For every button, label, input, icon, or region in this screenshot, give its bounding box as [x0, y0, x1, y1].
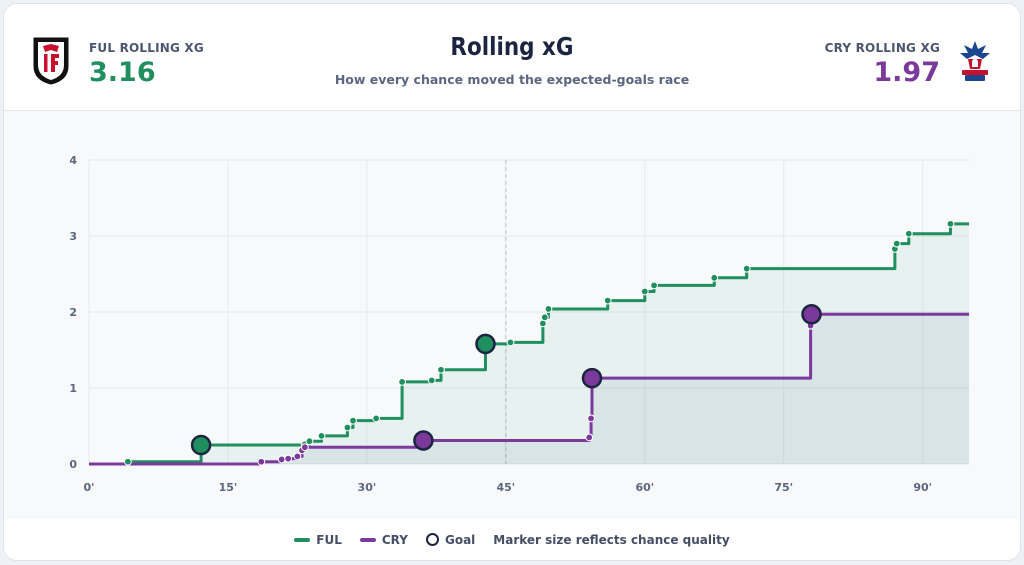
cry-shot-marker — [277, 455, 286, 464]
cry-goal-marker — [581, 367, 603, 389]
legend-label-goal: Goal — [444, 532, 476, 547]
home-rolling-xg-label: FUL ROLLING XG — [89, 41, 204, 55]
cry-shot-marker — [293, 452, 302, 461]
away-rolling-xg-value: 1.97 — [873, 57, 940, 88]
legend-label-ful: FUL — [316, 532, 342, 547]
cry-shot-marker — [585, 433, 594, 442]
xg-step-chart: 0 1 2 3 4 0' 15' 30' 45' 60' 75' 90' — [69, 154, 969, 494]
legend-area: FUL CRY Goal Marker size reflects chance… — [4, 519, 1020, 560]
legend-label-cry: CRY — [381, 532, 408, 547]
ful-shot-marker — [650, 281, 658, 290]
ful-shot-marker — [892, 239, 901, 248]
ful-shot-marker — [946, 219, 955, 228]
ful-goal-marker — [475, 333, 496, 355]
area-ful — [89, 223, 969, 464]
ful-shot-marker — [343, 423, 352, 432]
legend: FUL CRY Goal Marker size reflects chance… — [4, 519, 1020, 560]
ful-shot-marker — [317, 431, 326, 440]
ful-shot-marker — [372, 414, 381, 423]
ful-shot-marker — [437, 365, 445, 374]
x-tick-label: 45' — [496, 481, 515, 494]
y-tick-label: 2 — [69, 306, 77, 319]
xg-card: FUL ROLLING XG 3.16 Rolling xG How every… — [3, 3, 1021, 561]
legend-swatch-ful — [294, 537, 311, 542]
legend-item-goal: Goal — [425, 532, 476, 547]
cry-shot-marker — [587, 414, 595, 423]
legend-item-cry[interactable]: CRY — [359, 532, 408, 547]
legend-item-ful[interactable]: FUL — [294, 533, 342, 547]
ful-shot-marker — [710, 273, 719, 282]
ful-shot-marker — [904, 229, 913, 238]
ful-shot-marker — [427, 376, 436, 385]
ful-shot-marker — [742, 264, 751, 273]
legend-note: Marker size reflects chance quality — [493, 533, 729, 547]
legend-note-text: Marker size reflects chance quality — [493, 532, 730, 547]
ful-shot-marker — [398, 378, 406, 386]
ful-shot-marker — [349, 416, 357, 425]
chart-title: Rolling xG — [450, 32, 574, 61]
ful-shot-marker — [124, 457, 132, 466]
cry-goal-marker — [801, 304, 822, 325]
y-tick-label: 1 — [69, 382, 77, 395]
goal-marker-icon — [425, 533, 439, 546]
legend-swatch-cry — [359, 537, 376, 542]
ful-shot-marker — [640, 287, 649, 296]
header: FUL ROLLING XG 3.16 Rolling xG How every… — [4, 4, 1020, 111]
home-rolling-xg-value: 3.16 — [89, 57, 156, 88]
ful-shot-marker — [305, 437, 314, 446]
away-rolling-xg-label: CRY ROLLING XG — [824, 41, 940, 55]
chart-subtitle: How every chance moved the expected-goal… — [334, 72, 690, 87]
x-tick-label: 75' — [774, 481, 793, 494]
x-tick-label: 30' — [358, 481, 377, 494]
cry-goal-marker — [413, 430, 434, 451]
crystal-palace-crest-icon — [960, 41, 990, 81]
area-cry — [89, 314, 969, 464]
x-tick-label: 60' — [635, 481, 654, 494]
fulham-crest-icon — [33, 37, 69, 85]
ful-goal-marker — [190, 434, 212, 456]
x-tick-label: 90' — [913, 481, 932, 494]
x-tick-label: 15' — [219, 481, 238, 494]
ful-shot-marker — [603, 296, 612, 305]
cry-shot-marker — [300, 443, 309, 452]
cry-shot-marker — [257, 457, 266, 466]
ful-shot-marker — [540, 313, 549, 322]
ful-shot-marker — [506, 338, 515, 347]
ful-shot-marker — [544, 305, 553, 313]
y-tick-label: 0 — [69, 458, 77, 471]
x-tick-label: 0' — [83, 481, 94, 494]
y-tick-label: 3 — [69, 230, 77, 243]
cry-shot-marker — [284, 454, 293, 463]
y-tick-label: 4 — [69, 154, 77, 167]
